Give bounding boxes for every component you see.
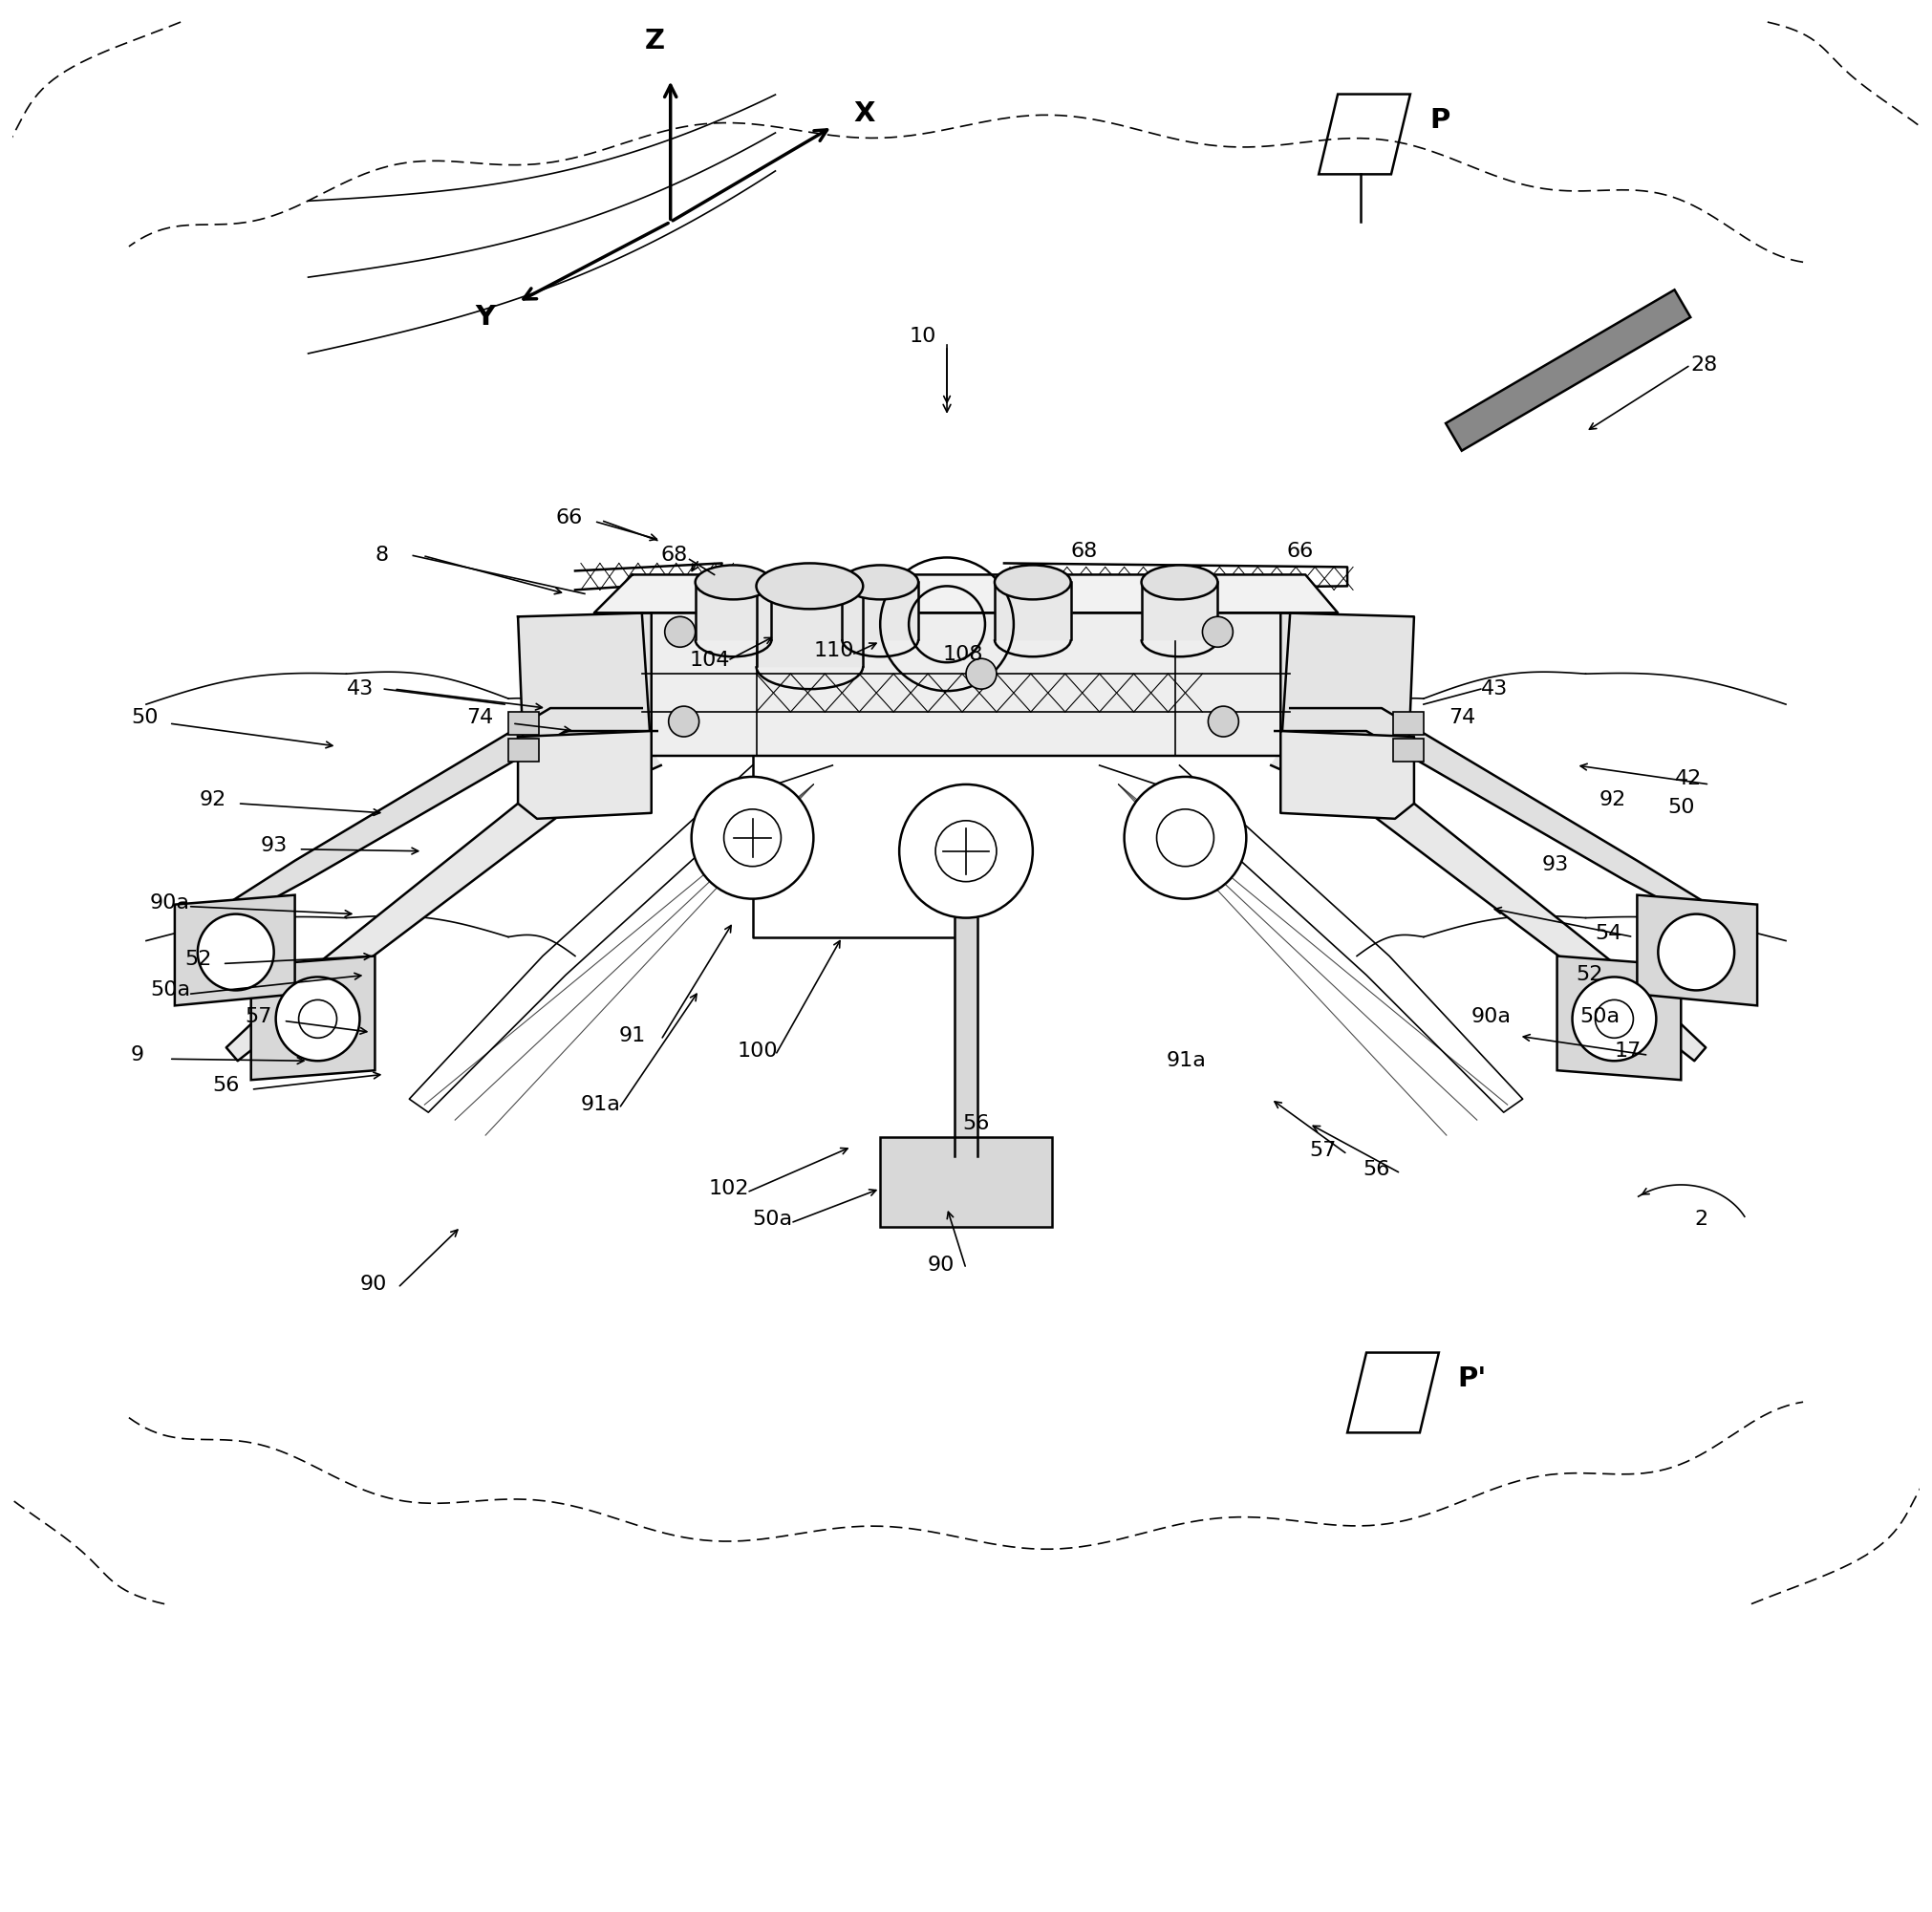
Polygon shape	[1393, 738, 1424, 761]
Circle shape	[1573, 977, 1656, 1061]
Polygon shape	[576, 564, 723, 591]
Polygon shape	[1005, 564, 1347, 591]
Text: 56: 56	[962, 1115, 989, 1134]
Text: 52: 52	[184, 950, 211, 969]
Text: 56: 56	[1362, 1161, 1389, 1180]
Text: 50a: 50a	[752, 1210, 792, 1229]
Polygon shape	[518, 730, 651, 818]
Polygon shape	[995, 583, 1070, 639]
Text: 56: 56	[213, 1076, 240, 1096]
Text: 43: 43	[346, 679, 373, 698]
Circle shape	[966, 658, 997, 688]
Text: 66: 66	[556, 509, 583, 528]
Polygon shape	[1557, 956, 1681, 1080]
Text: 8: 8	[375, 547, 388, 566]
Text: P': P'	[1459, 1365, 1488, 1392]
Text: 10: 10	[908, 327, 935, 346]
Text: 93: 93	[1542, 855, 1569, 874]
Text: 17: 17	[1615, 1042, 1642, 1061]
Circle shape	[692, 776, 813, 899]
Text: 102: 102	[709, 1180, 750, 1199]
Circle shape	[197, 914, 274, 990]
Circle shape	[276, 977, 359, 1061]
Circle shape	[1202, 616, 1233, 646]
Polygon shape	[199, 707, 657, 937]
Text: Y: Y	[475, 304, 495, 331]
Circle shape	[1208, 706, 1238, 736]
Text: 9: 9	[131, 1046, 145, 1065]
Text: 108: 108	[943, 644, 983, 663]
Text: 50: 50	[131, 707, 158, 727]
Circle shape	[1658, 914, 1735, 990]
Circle shape	[668, 706, 699, 736]
Polygon shape	[1275, 707, 1737, 937]
Text: 92: 92	[199, 790, 226, 809]
Polygon shape	[842, 583, 918, 639]
Polygon shape	[1142, 583, 1217, 639]
Text: 28: 28	[1690, 356, 1718, 375]
Polygon shape	[954, 918, 978, 1157]
Ellipse shape	[842, 566, 918, 600]
Polygon shape	[1393, 711, 1424, 734]
Text: 100: 100	[738, 1042, 779, 1061]
Circle shape	[1124, 776, 1246, 899]
Text: 57: 57	[1310, 1141, 1337, 1161]
Text: 91a: 91a	[1167, 1052, 1206, 1071]
Polygon shape	[595, 576, 1337, 612]
Text: 42: 42	[1675, 769, 1702, 788]
Text: 110: 110	[813, 641, 854, 660]
Text: 68: 68	[1070, 543, 1097, 562]
Circle shape	[665, 616, 696, 646]
Text: 90: 90	[359, 1275, 386, 1294]
Polygon shape	[696, 583, 771, 639]
Polygon shape	[226, 742, 661, 1061]
Polygon shape	[641, 612, 1291, 755]
Polygon shape	[1281, 730, 1414, 818]
Text: 92: 92	[1600, 790, 1627, 809]
Text: 50: 50	[1667, 797, 1694, 816]
Polygon shape	[1445, 291, 1690, 451]
Text: 91a: 91a	[582, 1096, 620, 1115]
Text: 74: 74	[466, 707, 493, 727]
Text: 66: 66	[1287, 543, 1314, 562]
Text: 52: 52	[1577, 966, 1604, 985]
Text: 2: 2	[1694, 1210, 1708, 1229]
Text: 74: 74	[1449, 707, 1476, 727]
Polygon shape	[1271, 742, 1706, 1061]
Text: 54: 54	[1596, 923, 1623, 943]
Text: 43: 43	[1480, 679, 1507, 698]
Text: 50a: 50a	[151, 981, 189, 1000]
Text: 57: 57	[245, 1008, 272, 1027]
Polygon shape	[508, 711, 539, 734]
Text: P: P	[1430, 107, 1449, 134]
Text: 68: 68	[661, 547, 688, 566]
Polygon shape	[518, 612, 651, 759]
Polygon shape	[755, 587, 864, 665]
Text: 90a: 90a	[151, 893, 189, 912]
Polygon shape	[1636, 895, 1758, 1006]
Text: 90a: 90a	[1472, 1008, 1511, 1027]
Ellipse shape	[696, 566, 771, 600]
Polygon shape	[881, 1138, 1051, 1228]
Text: Z: Z	[645, 27, 665, 54]
Circle shape	[898, 784, 1034, 918]
Ellipse shape	[1142, 566, 1217, 600]
Text: 90: 90	[927, 1256, 954, 1275]
Polygon shape	[1281, 612, 1414, 759]
Ellipse shape	[995, 566, 1070, 600]
Text: 93: 93	[261, 836, 288, 855]
Text: X: X	[854, 99, 875, 126]
Ellipse shape	[755, 564, 864, 610]
Text: 50a: 50a	[1580, 1008, 1621, 1027]
Polygon shape	[251, 956, 375, 1080]
Text: 104: 104	[690, 650, 730, 669]
Polygon shape	[508, 738, 539, 761]
Polygon shape	[174, 895, 296, 1006]
Text: 91: 91	[618, 1027, 645, 1046]
